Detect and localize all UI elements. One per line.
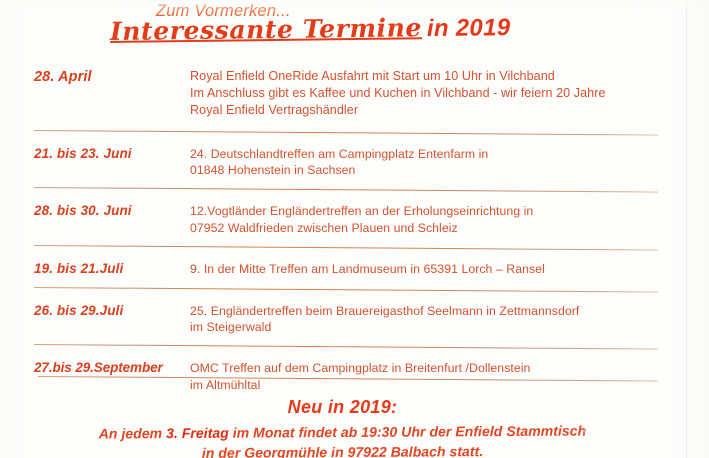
entry-line: Im Anschluss gibt es Kaffee und Kuchen i… — [190, 86, 606, 101]
footer-body: An jedem 3. Freitag im Monat findet ab 1… — [0, 420, 697, 458]
entry-line: 07952 Waldfrieden zwischen Plauen und Sc… — [190, 220, 458, 235]
table-row: 26. bis 29.Juli 25. Engländertreffen bei… — [0, 294, 709, 341]
entry-line: Royal Enfield OneRide Ausfahrt mit Start… — [190, 69, 555, 83]
entry-description: 25. Engländertreffen beim Brauereigastho… — [190, 303, 709, 336]
entry-date: 26. bis 29.Juli — [34, 302, 124, 318]
entry-line: 01848 Hohenstein in Sachsen — [190, 163, 356, 178]
flyer-footer: Neu in 2019: An jedem 3. Freitag im Mona… — [0, 372, 709, 458]
table-row: 21. bis 23. Juni 24. Deutschlandtreffen … — [0, 137, 709, 184]
entry-description: 12.Vogtländer Engländertreffen an der Er… — [190, 203, 709, 236]
table-row: 28. bis 30. Juni 12.Vogtländer Engländer… — [0, 194, 709, 241]
footer-line-1-pre: An jedem — [98, 425, 167, 442]
page-title-year: in 2019 — [426, 14, 511, 43]
entry-line: 25. Engländertreffen beim Brauereigastho… — [190, 303, 580, 318]
row-divider — [34, 283, 658, 294]
entry-line: 24. Deutschlandtreffen am Campingplatz E… — [190, 146, 489, 161]
entry-line: im Steigerwald — [190, 320, 272, 335]
entry-date: 28. April — [34, 69, 92, 85]
footer-line-1-post: im Monat findet ab 19:30 Uhr der Enfield… — [228, 422, 587, 441]
footer-heading: Neu in 2019: — [287, 397, 398, 417]
row-divider — [34, 241, 658, 252]
table-row: 19. bis 21.Juli 9. In der Mitte Treffen … — [0, 252, 709, 282]
entry-description: Royal Enfield OneRide Ausfahrt mit Start… — [190, 68, 709, 120]
row-divider — [34, 183, 658, 194]
row-divider — [34, 126, 658, 137]
table-row: 28. April Royal Enfield OneRide Ausfahrt… — [0, 58, 709, 126]
entry-line: 12.Vogtländer Engländertreffen an der Er… — [190, 204, 534, 219]
entry-line: 9. In der Mitte Treffen am Landmuseum in… — [190, 262, 545, 277]
entry-description: 24. Deutschlandtreffen am Campingplatz E… — [190, 146, 709, 179]
schedule-table: 28. April Royal Enfield OneRide Ausfahrt… — [0, 58, 709, 398]
entry-date: 28. bis 30. Juni — [34, 203, 132, 219]
scan-speck — [584, 428, 585, 433]
scan-edge-line — [686, 0, 687, 458]
entry-line: Royal Enfield Vertragshändler — [190, 103, 359, 118]
row-divider — [34, 340, 658, 351]
entry-date: 19. bis 21.Juli — [34, 261, 124, 277]
page-title-script: Interessante Termine — [109, 13, 423, 46]
footer-line-1-strong: 3. Freitag — [166, 424, 229, 442]
entry-date: 21. bis 23. Juni — [34, 145, 132, 161]
footer-divider — [38, 372, 658, 383]
page-title: Interessante Termine in 2019 — [110, 12, 511, 47]
flyer-header: Zum Vormerken... Interessante Termine in … — [0, 0, 660, 56]
entry-description: 9. In der Mitte Treffen am Landmuseum in… — [190, 261, 709, 277]
